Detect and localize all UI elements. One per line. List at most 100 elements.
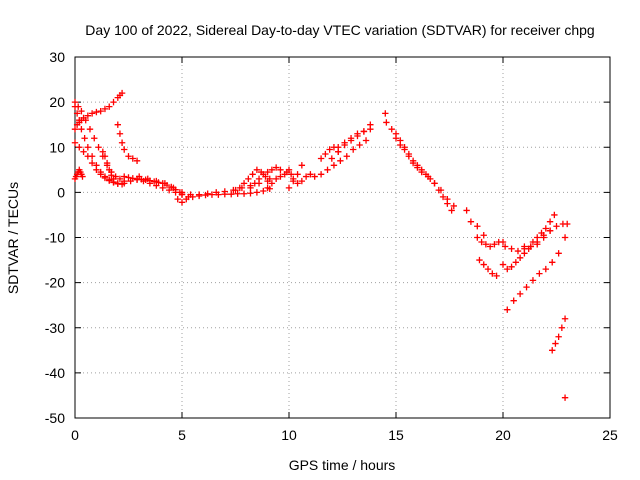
data-point [266, 175, 273, 183]
series-arc-6 [99, 148, 117, 183]
data-point [76, 144, 83, 151]
data-point [228, 190, 235, 198]
data-point [448, 207, 455, 214]
data-point [476, 256, 483, 264]
data-point [564, 220, 571, 228]
data-point [536, 270, 543, 277]
data-point [232, 186, 239, 194]
data-point [356, 141, 363, 149]
data-point [330, 162, 338, 169]
data-point [84, 144, 92, 151]
data-point [97, 107, 104, 115]
data-point [343, 153, 350, 160]
data-point [178, 199, 186, 206]
data-point [106, 166, 113, 174]
data-point [551, 211, 558, 219]
data-point [510, 297, 517, 304]
x-tick-label: 15 [388, 427, 404, 443]
data-point [125, 174, 132, 181]
x-tick-label: 25 [602, 427, 618, 443]
series-arc-32 [561, 394, 569, 401]
x-tick-label: 0 [71, 427, 79, 443]
data-point [501, 243, 509, 250]
data-point [514, 247, 522, 255]
data-point [414, 164, 421, 171]
series-arc-16 [285, 166, 314, 187]
data-point [75, 103, 82, 110]
data-point [463, 207, 470, 214]
data-point [499, 238, 507, 246]
data-point [491, 241, 498, 248]
series-arc-11 [174, 185, 273, 206]
y-tick-label: -30 [45, 320, 65, 336]
data-point [552, 340, 559, 347]
data-point [347, 135, 355, 142]
series-arc-13 [247, 164, 284, 192]
y-tick-label: -50 [45, 410, 65, 426]
series-arc-30 [521, 227, 554, 250]
data-point [264, 168, 271, 176]
data-point [71, 139, 79, 146]
data-point [81, 135, 88, 142]
data-point [431, 180, 438, 187]
series-arc-29 [504, 234, 569, 313]
data-point [183, 195, 190, 203]
data-point [78, 126, 85, 133]
data-point [521, 243, 528, 250]
data-point [125, 153, 132, 160]
data-point [508, 263, 515, 271]
data-point [121, 180, 128, 187]
data-point [450, 202, 457, 210]
data-point [482, 241, 490, 248]
data-point [268, 180, 276, 187]
data-point [401, 146, 408, 153]
data-points [71, 89, 571, 401]
series-arc-23 [392, 135, 457, 210]
chart-title: Day 100 of 2022, Sidereal Day-to-day VTE… [85, 22, 594, 38]
data-point [208, 191, 216, 198]
y-tick-label: 20 [49, 94, 65, 110]
series-arc-24 [463, 207, 487, 239]
y-axis-label: SDTVAR / TECUs [5, 182, 21, 294]
series-arc-21 [382, 110, 390, 126]
data-point [324, 166, 331, 174]
data-point [195, 192, 203, 200]
data-point [480, 261, 487, 268]
data-point [409, 159, 417, 167]
data-point [71, 126, 79, 133]
y-tick-label: -10 [45, 230, 65, 246]
data-point [558, 324, 566, 331]
data-point [78, 107, 85, 115]
data-point [523, 283, 530, 291]
data-point [277, 166, 284, 174]
series-arc-15 [285, 162, 306, 192]
data-point [88, 159, 96, 167]
data-point [553, 223, 560, 230]
data-point [290, 175, 297, 183]
data-point [285, 166, 293, 174]
data-point [118, 89, 126, 97]
data-point [221, 190, 228, 198]
data-point [549, 259, 556, 266]
data-point [444, 195, 451, 203]
data-point [489, 270, 496, 277]
data-point [516, 290, 524, 298]
data-point [116, 130, 124, 137]
data-point [110, 98, 117, 106]
data-point [294, 180, 301, 187]
series-arc-14 [264, 168, 291, 192]
data-point [253, 166, 261, 174]
data-point [508, 245, 515, 252]
data-point [249, 171, 256, 178]
data-point [367, 126, 374, 133]
data-point [101, 105, 109, 113]
data-point [360, 128, 368, 135]
data-point [178, 189, 186, 196]
data-point [84, 112, 92, 119]
data-point [165, 186, 173, 194]
series-arc-17 [311, 137, 370, 180]
series-arc-5 [71, 166, 86, 183]
data-point [561, 234, 569, 241]
x-tick-label: 5 [178, 427, 186, 443]
